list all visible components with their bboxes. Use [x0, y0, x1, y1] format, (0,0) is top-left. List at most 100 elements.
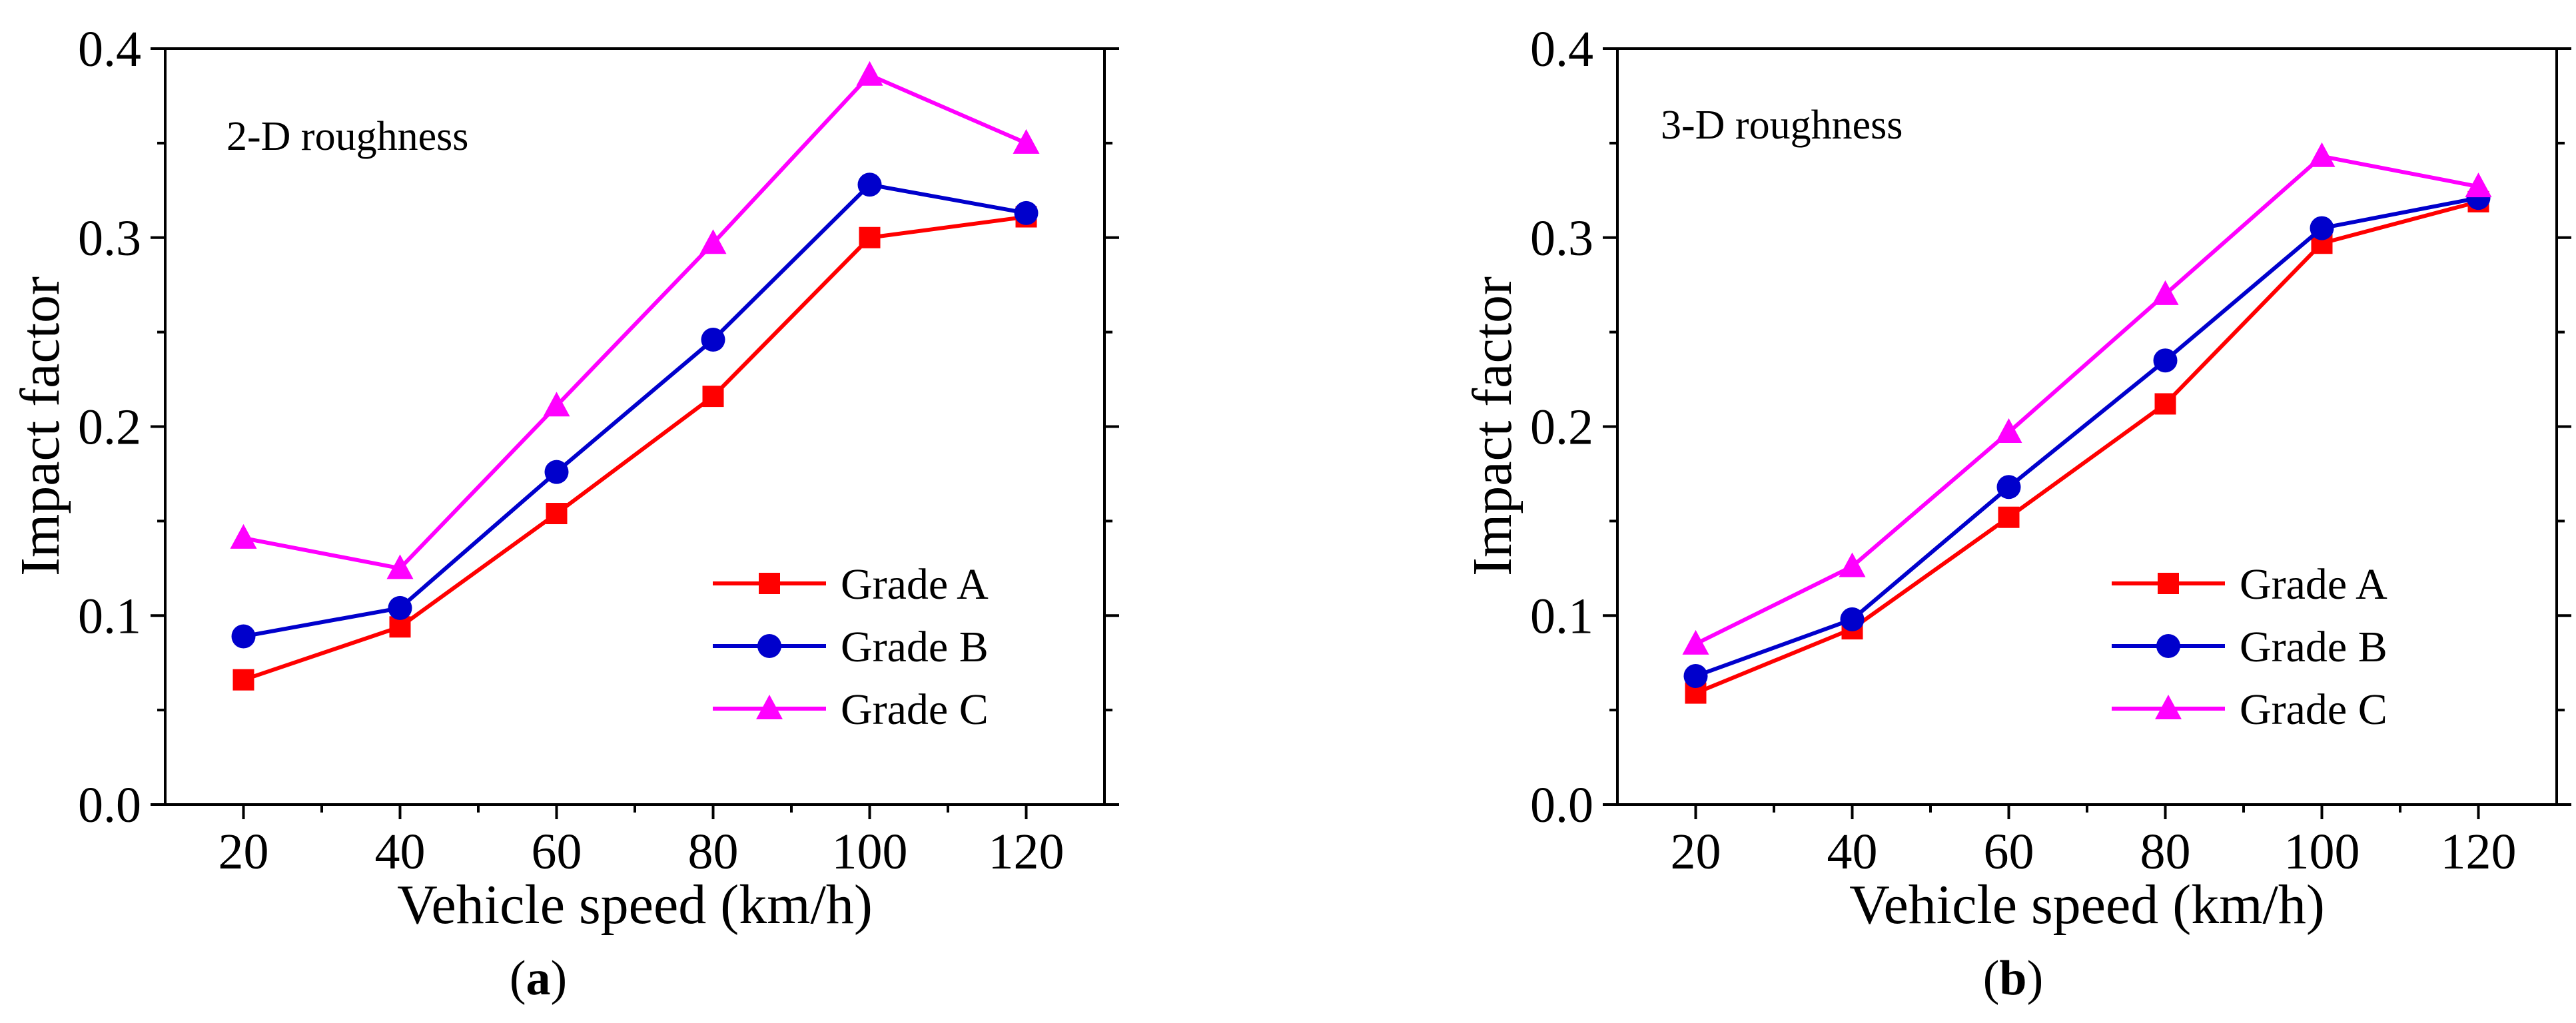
y-tick-label: 0.1 [1530, 588, 1593, 644]
x-tick-label: 120 [2441, 824, 2517, 880]
y-tick-label: 0.3 [1530, 210, 1593, 266]
x-tick-label: 60 [1984, 824, 2034, 880]
data-point-grade-c-b [2308, 142, 2336, 167]
x-tick-label: 20 [218, 824, 269, 880]
data-point-grade-c-b [1995, 418, 2022, 444]
caption-a: (a) [510, 951, 567, 1006]
legend-label: Grade A [2240, 560, 2387, 609]
series-line-grade-a-a [242, 214, 1027, 682]
series-grade-b-b [1683, 186, 2491, 689]
data-point-grade-b-b [2153, 348, 2178, 373]
y-tick-label: 0.0 [1530, 777, 1593, 833]
tick-marks-b [1603, 47, 2571, 819]
data-point-grade-a-a [859, 226, 881, 248]
annotation-b: 3-D roughness [1661, 103, 1903, 148]
legend-label: Grade B [841, 623, 989, 671]
legend-item-grade-b-b: Grade B [2112, 623, 2387, 671]
tick-marks-a [151, 47, 1119, 819]
data-point-grade-b-b [1996, 475, 2021, 500]
x-tick-labels-a: 20 40 60 80 100 120 [218, 824, 1065, 880]
series-line-grade-c-a [242, 73, 1027, 571]
series-line-grade-b-a [242, 182, 1027, 639]
x-tick-label: 120 [989, 824, 1065, 880]
series-grade-b-a [231, 172, 1039, 649]
data-point-grade-c-b [1839, 552, 1866, 577]
legend-label: Grade B [2240, 623, 2387, 671]
chart-panel-b: 0.0 0.1 0.2 0.3 0.4 20 40 60 80 100 120 3-D rough… [1462, 21, 2571, 1006]
legend-item-grade-a-a: Grade A [713, 560, 989, 609]
series-line-grade-c-b [1695, 154, 2479, 646]
legend-marker [2155, 695, 2182, 719]
series-line-grade-b-b [1695, 196, 2479, 678]
data-point-grade-c-a [856, 61, 883, 86]
legend-label: Grade C [2240, 685, 2387, 734]
data-point-grade-c-a [699, 229, 727, 254]
data-point-grade-a-b [1998, 506, 2020, 528]
legend-marker [2156, 634, 2180, 658]
legend-item-grade-c-b: Grade C [2112, 685, 2387, 734]
y-tick-label: 0.2 [1530, 400, 1593, 456]
y-tick-label: 0.1 [78, 588, 141, 644]
legend-marker [757, 634, 781, 658]
legend-item-grade-c-a: Grade C [713, 685, 989, 734]
data-point-grade-b-a [701, 327, 725, 352]
data-point-grade-b-a [231, 624, 256, 649]
data-point-grade-a-b [2154, 393, 2176, 415]
y-axis-label-b: Impact factor [1462, 276, 1523, 576]
y-tick-label: 0.3 [78, 210, 141, 266]
data-point-grade-a-a [232, 669, 254, 691]
data-point-grade-c-b [2152, 280, 2179, 305]
y-tick-label: 0.4 [1530, 21, 1593, 77]
x-axis-label-a: Vehicle speed (km/h) [397, 874, 873, 936]
data-point-grade-b-b [1840, 607, 1865, 631]
plot-frame-b [1616, 47, 2558, 806]
caption-b: (b) [1983, 951, 2043, 1006]
x-tick-label: 80 [688, 824, 739, 880]
data-point-grade-b-a [857, 172, 882, 197]
legend-b: Grade A Grade B Grade C [2112, 560, 2387, 734]
data-point-grade-b-b [2310, 216, 2334, 240]
x-axis-label-b: Vehicle speed (km/h) [1849, 874, 2325, 936]
data-point-grade-a-a [702, 386, 724, 408]
data-point-grade-c-a [1013, 129, 1040, 154]
y-tick-labels-b: 0.0 0.1 0.2 0.3 0.4 [1530, 21, 1593, 833]
legend-label: Grade C [841, 685, 989, 734]
data-point-grade-b-a [1014, 200, 1039, 225]
legend-label: Grade A [841, 560, 989, 609]
series-grade-c-a [230, 61, 1040, 579]
x-tick-label: 20 [1671, 824, 1721, 880]
legend-marker [756, 695, 783, 719]
legend-marker [759, 573, 780, 594]
data-point-grade-b-a [388, 595, 412, 620]
data-point-grade-c-a [386, 554, 414, 579]
data-point-grade-c-a [230, 523, 257, 549]
legend-marker [2158, 573, 2179, 594]
y-tick-label: 0.4 [78, 21, 141, 77]
y-tick-label: 0.0 [78, 777, 141, 833]
y-tick-label: 0.2 [78, 400, 141, 456]
data-point-grade-b-a [544, 460, 569, 484]
legend-item-grade-b-a: Grade B [713, 623, 989, 671]
data-point-grade-b-b [1683, 664, 1708, 689]
data-point-grade-c-b [2465, 172, 2492, 198]
data-point-grade-a-a [546, 503, 568, 525]
x-tick-label: 40 [1827, 824, 1878, 880]
legend-a: Grade A Grade B Grade C [713, 560, 989, 734]
series-line-grade-a-b [1695, 199, 2479, 695]
data-point-grade-c-a [543, 392, 570, 417]
x-tick-labels-b: 20 40 60 80 100 120 [1671, 824, 2517, 880]
x-tick-label: 100 [832, 824, 908, 880]
x-tick-label: 100 [2284, 824, 2360, 880]
x-tick-label: 40 [375, 824, 426, 880]
annotation-a: 2-D roughness [226, 114, 468, 159]
x-tick-label: 60 [532, 824, 582, 880]
y-tick-labels-a: 0.0 0.1 0.2 0.3 0.4 [78, 21, 141, 833]
series-grade-c-b [1682, 142, 2492, 655]
y-axis-label-a: Impact factor [9, 276, 71, 576]
chart-panel-a: 0.0 0.1 0.2 0.3 0.4 20 40 60 80 100 120 2-D rough… [9, 21, 1119, 1006]
legend-item-grade-a-b: Grade A [2112, 560, 2387, 609]
data-point-grade-c-b [1682, 629, 1709, 655]
series-layer-a [230, 61, 1040, 691]
series-layer-b [1682, 142, 2492, 704]
